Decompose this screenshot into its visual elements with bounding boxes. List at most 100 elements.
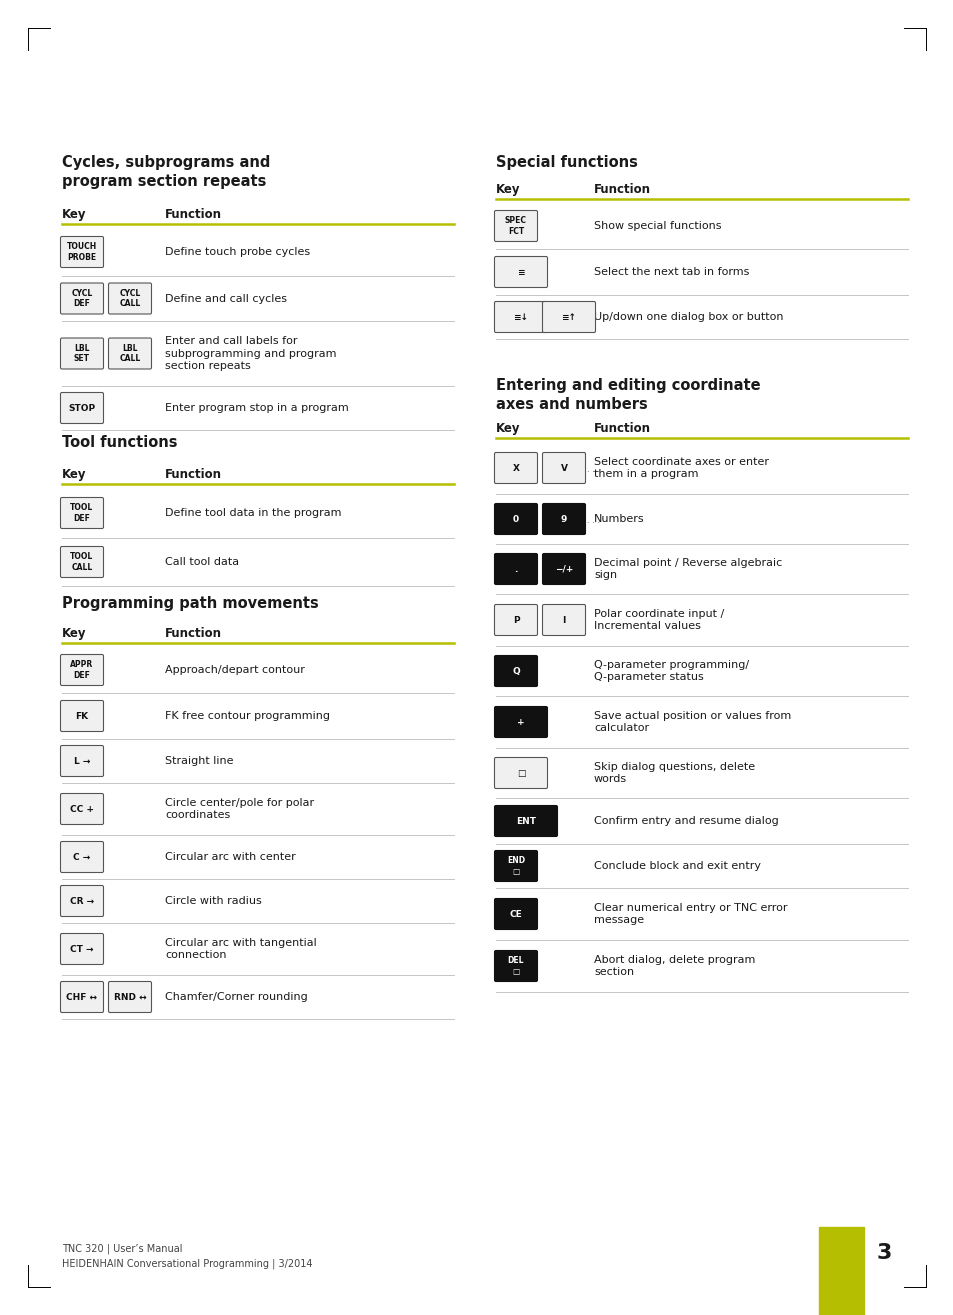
Text: Function: Function (165, 208, 222, 221)
FancyBboxPatch shape (60, 934, 103, 964)
Text: Call tool data: Call tool data (165, 558, 239, 567)
Text: Enter and call labels for
subprogramming and program
section repeats: Enter and call labels for subprogramming… (165, 335, 336, 371)
Text: Entering and editing coordinate
axes and numbers: Entering and editing coordinate axes and… (496, 377, 760, 412)
Text: END
□: END □ (506, 856, 524, 876)
Text: CYCL
DEF: CYCL DEF (71, 289, 92, 308)
Text: Q-parameter programming/
Q-parameter status: Q-parameter programming/ Q-parameter sta… (594, 660, 748, 682)
Text: TOOL
CALL: TOOL CALL (71, 552, 93, 572)
FancyBboxPatch shape (60, 793, 103, 825)
Text: Define tool data in the program: Define tool data in the program (165, 508, 341, 518)
FancyBboxPatch shape (494, 504, 537, 534)
FancyBboxPatch shape (60, 842, 103, 872)
FancyBboxPatch shape (60, 338, 103, 370)
Text: FK: FK (75, 711, 89, 721)
Text: Q: Q (512, 667, 519, 676)
Bar (818, 1227, 863, 1315)
Text: Clear numerical entry or TNC error
message: Clear numerical entry or TNC error messa… (594, 902, 786, 926)
FancyBboxPatch shape (494, 951, 537, 981)
Text: CR →: CR → (70, 897, 94, 906)
Text: □: □ (517, 768, 525, 777)
Text: Confirm entry and resume dialog: Confirm entry and resume dialog (594, 817, 778, 826)
Text: Conclude block and exit entry: Conclude block and exit entry (594, 861, 760, 871)
Text: Programming path movements: Programming path movements (62, 596, 318, 611)
Text: C →: C → (73, 852, 91, 861)
Text: 3: 3 (876, 1243, 891, 1262)
FancyBboxPatch shape (494, 554, 537, 584)
FancyBboxPatch shape (494, 256, 547, 288)
Text: Abort dialog, delete program
section: Abort dialog, delete program section (594, 955, 755, 977)
Text: Polar coordinate input /
Incremental values: Polar coordinate input / Incremental val… (594, 609, 723, 631)
Text: Approach/depart contour: Approach/depart contour (165, 665, 305, 675)
FancyBboxPatch shape (60, 655, 103, 685)
Text: Function: Function (594, 422, 650, 435)
Text: LBL
SET: LBL SET (74, 343, 90, 363)
Text: X: X (512, 463, 519, 472)
Text: SPEC
FCT: SPEC FCT (504, 216, 526, 235)
Text: Up/down one dialog box or button: Up/down one dialog box or button (594, 312, 782, 322)
Text: RND ↔: RND ↔ (113, 993, 146, 1002)
Text: V: V (560, 463, 567, 472)
Text: STOP: STOP (69, 404, 95, 413)
FancyBboxPatch shape (494, 706, 547, 738)
Text: Key: Key (496, 183, 520, 196)
Text: Special functions: Special functions (496, 155, 638, 170)
Text: Show special functions: Show special functions (594, 221, 720, 231)
Text: +: + (517, 718, 524, 726)
Text: Key: Key (62, 208, 87, 221)
Text: TOOL
DEF: TOOL DEF (71, 504, 93, 522)
Text: Function: Function (165, 627, 222, 640)
Text: . . .: . . . (586, 515, 599, 525)
FancyBboxPatch shape (494, 452, 537, 484)
Text: ≡: ≡ (517, 267, 524, 276)
Text: DEL
□: DEL □ (507, 956, 524, 976)
Text: CE: CE (509, 910, 522, 918)
Text: Circle center/pole for polar
coordinates: Circle center/pole for polar coordinates (165, 798, 314, 821)
Text: APPR
DEF: APPR DEF (71, 660, 93, 680)
Text: CT →: CT → (71, 944, 93, 953)
Text: CC +: CC + (70, 805, 94, 814)
Text: ≡↓: ≡↓ (513, 313, 528, 321)
FancyBboxPatch shape (60, 981, 103, 1013)
Text: FK free contour programming: FK free contour programming (165, 711, 330, 721)
Text: Key: Key (496, 422, 520, 435)
Text: TNC 320 | User’s Manual
HEIDENHAIN Conversational Programming | 3/2014: TNC 320 | User’s Manual HEIDENHAIN Conve… (62, 1243, 313, 1269)
Text: Cycles, subprograms and
program section repeats: Cycles, subprograms and program section … (62, 155, 270, 189)
FancyBboxPatch shape (109, 283, 152, 314)
Text: Tool functions: Tool functions (62, 435, 177, 450)
Text: Chamfer/Corner rounding: Chamfer/Corner rounding (165, 992, 308, 1002)
Text: Function: Function (594, 183, 650, 196)
FancyBboxPatch shape (494, 301, 547, 333)
FancyBboxPatch shape (60, 237, 103, 267)
FancyBboxPatch shape (60, 392, 103, 423)
Text: Save actual position or values from
calculator: Save actual position or values from calc… (594, 710, 790, 734)
FancyBboxPatch shape (494, 898, 537, 930)
FancyBboxPatch shape (542, 504, 585, 534)
Text: Define touch probe cycles: Define touch probe cycles (165, 247, 310, 256)
FancyBboxPatch shape (109, 981, 152, 1013)
Text: P: P (512, 615, 518, 625)
Text: Decimal point / Reverse algebraic
sign: Decimal point / Reverse algebraic sign (594, 558, 781, 580)
Text: Select coordinate axes or enter
them in a program: Select coordinate axes or enter them in … (594, 456, 768, 480)
Text: Key: Key (62, 627, 87, 640)
FancyBboxPatch shape (60, 885, 103, 917)
Text: Function: Function (165, 468, 222, 481)
FancyBboxPatch shape (494, 757, 547, 789)
FancyBboxPatch shape (542, 301, 595, 333)
FancyBboxPatch shape (494, 655, 537, 686)
FancyBboxPatch shape (494, 210, 537, 242)
Text: 0: 0 (513, 514, 518, 523)
FancyBboxPatch shape (542, 554, 585, 584)
Text: Straight line: Straight line (165, 756, 233, 767)
Text: Numbers: Numbers (594, 514, 644, 523)
FancyBboxPatch shape (109, 338, 152, 370)
FancyBboxPatch shape (494, 605, 537, 635)
Text: CYCL
CALL: CYCL CALL (119, 289, 140, 308)
Text: Define and call cycles: Define and call cycles (165, 293, 287, 304)
FancyBboxPatch shape (60, 497, 103, 529)
Text: CHF ↔: CHF ↔ (67, 993, 97, 1002)
FancyBboxPatch shape (60, 701, 103, 731)
Text: . . .: . . . (586, 466, 599, 473)
Text: I: I (561, 615, 565, 625)
Text: Skip dialog questions, delete
words: Skip dialog questions, delete words (594, 761, 755, 785)
Text: 9: 9 (560, 514, 567, 523)
